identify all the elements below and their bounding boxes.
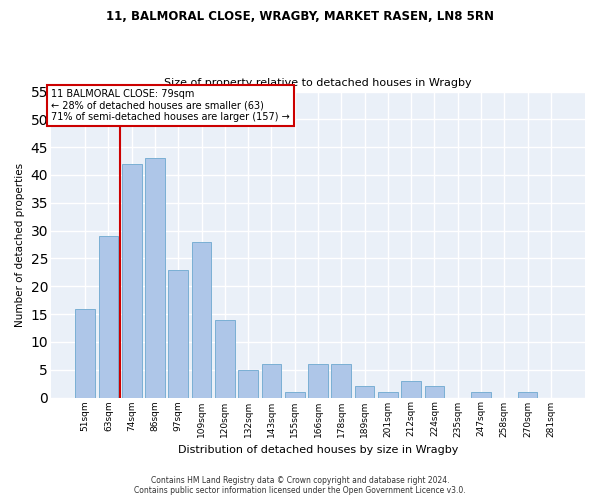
Bar — [98, 236, 118, 398]
Bar — [518, 392, 538, 398]
Text: 11 BALMORAL CLOSE: 79sqm
← 28% of detached houses are smaller (63)
71% of semi-d: 11 BALMORAL CLOSE: 79sqm ← 28% of detach… — [51, 89, 290, 122]
Bar — [425, 386, 445, 398]
Bar — [145, 158, 165, 398]
X-axis label: Distribution of detached houses by size in Wragby: Distribution of detached houses by size … — [178, 445, 458, 455]
Bar — [262, 364, 281, 398]
Bar — [308, 364, 328, 398]
Text: Contains HM Land Registry data © Crown copyright and database right 2024.
Contai: Contains HM Land Registry data © Crown c… — [134, 476, 466, 495]
Bar — [401, 381, 421, 398]
Bar — [285, 392, 305, 398]
Bar — [378, 392, 398, 398]
Bar — [238, 370, 258, 398]
Bar — [169, 270, 188, 398]
Bar — [75, 308, 95, 398]
Bar — [331, 364, 351, 398]
Text: 11, BALMORAL CLOSE, WRAGBY, MARKET RASEN, LN8 5RN: 11, BALMORAL CLOSE, WRAGBY, MARKET RASEN… — [106, 10, 494, 23]
Bar — [122, 164, 142, 398]
Bar — [191, 242, 211, 398]
Y-axis label: Number of detached properties: Number of detached properties — [15, 162, 25, 326]
Title: Size of property relative to detached houses in Wragby: Size of property relative to detached ho… — [164, 78, 472, 88]
Bar — [355, 386, 374, 398]
Bar — [471, 392, 491, 398]
Bar — [215, 320, 235, 398]
